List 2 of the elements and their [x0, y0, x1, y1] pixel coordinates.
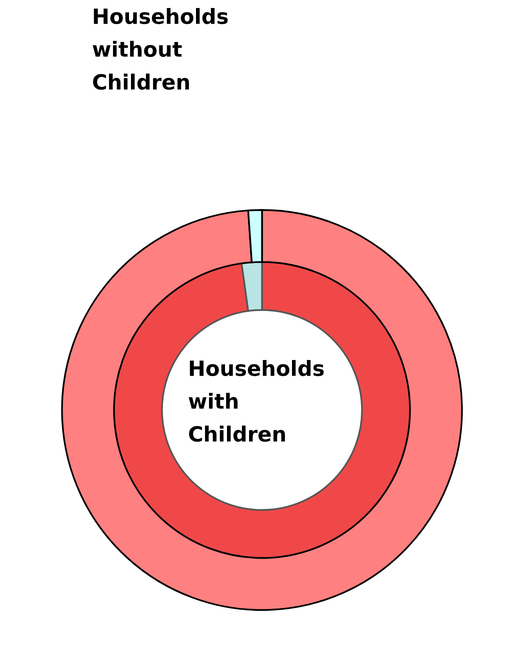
- slice-label: Households without Children: [92, 8, 228, 90]
- slice-label: Households with Children: [188, 360, 324, 442]
